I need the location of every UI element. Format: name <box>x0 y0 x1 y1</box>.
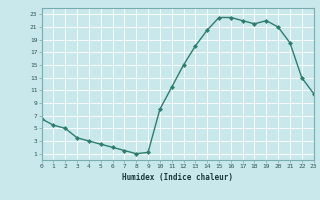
X-axis label: Humidex (Indice chaleur): Humidex (Indice chaleur) <box>122 173 233 182</box>
